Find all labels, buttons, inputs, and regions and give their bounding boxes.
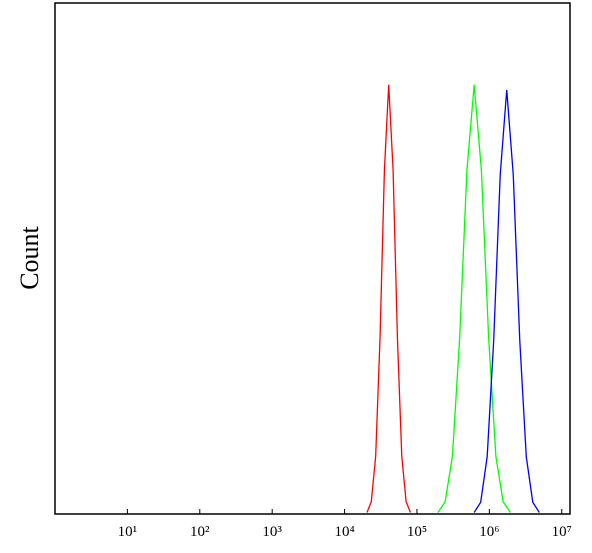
y-axis-label: Count: [15, 225, 44, 289]
histogram-line: [473, 89, 540, 513]
x-tick-label: 10⁷: [552, 524, 572, 540]
x-tick-label: 10²: [190, 524, 210, 540]
x-tick-label: 10³: [262, 524, 282, 540]
x-tick-label: 10⁵: [407, 524, 427, 540]
plot-frame: [54, 2, 571, 515]
histogram-line: [366, 84, 412, 513]
x-tick-label: 10⁴: [334, 524, 354, 540]
x-tick-label: 10⁶: [479, 524, 499, 540]
x-tick-label: 10¹: [118, 524, 138, 540]
histogram-line: [437, 84, 511, 513]
